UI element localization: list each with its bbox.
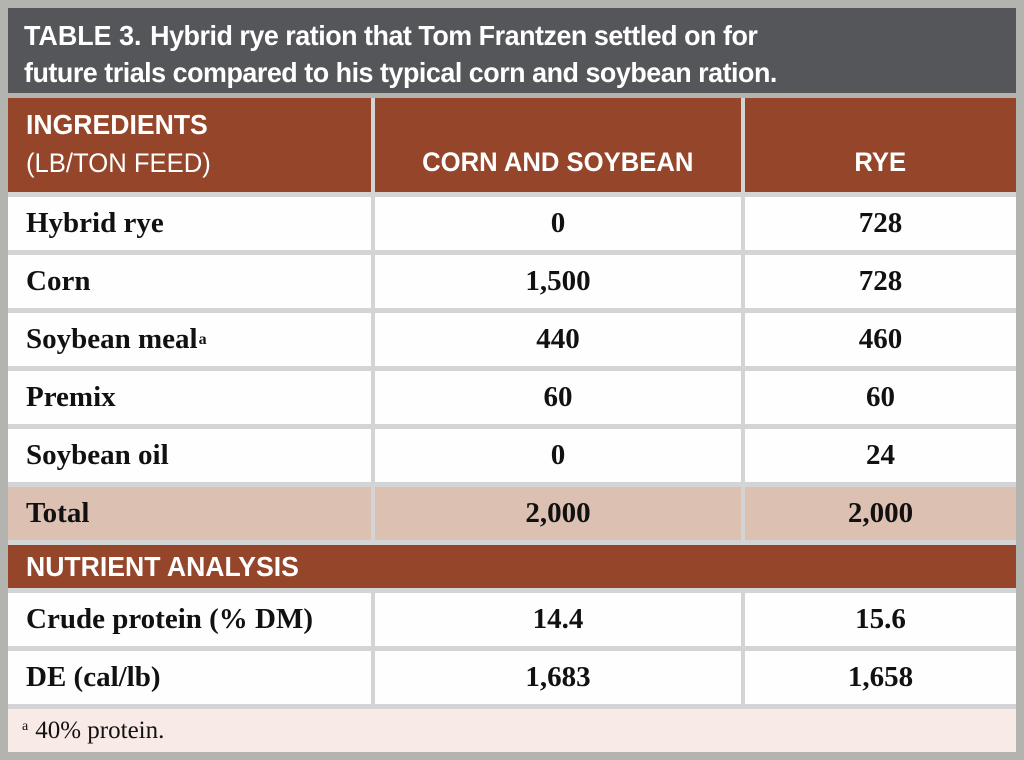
caption-line-1: TABLE 3. Hybrid rye ration that Tom Frant…	[24, 17, 961, 54]
row-crude-protein-corn-soybean: 14.4	[375, 593, 741, 646]
row-hybrid-rye-label: Hybrid rye	[8, 197, 371, 250]
row-premix-label: Premix	[8, 371, 371, 424]
row-corn-corn-soybean: 1,500	[375, 255, 741, 308]
header-corn-soybean: CORN AND SOYBEAN	[375, 98, 741, 192]
row-corn-label: Corn	[8, 255, 371, 308]
row-de-corn-soybean: 1,683	[375, 651, 741, 704]
section-header-text: NUTRIENT ANALYSIS	[26, 550, 299, 582]
row-hybrid-rye-corn-soybean: 0	[375, 197, 741, 250]
header-ingredients: INGREDIENTS (LB/TON FEED)	[8, 98, 371, 192]
row-premix-rye: 60	[745, 371, 1016, 424]
header-rye: RYE	[745, 98, 1016, 192]
header-ingredients-unit: (LB/TON FEED)	[26, 148, 365, 179]
header-ingredients-title: INGREDIENTS	[26, 109, 365, 141]
caption-text-1: Hybrid rye ration that Tom Frantzen sett…	[150, 19, 758, 51]
row-label-text: Soybean meal	[26, 323, 198, 355]
row-label-text: DE (cal/lb)	[26, 661, 161, 693]
row-label-text: Premix	[26, 381, 116, 413]
row-label-text: Total	[26, 497, 90, 529]
row-total-rye: 2,000	[745, 487, 1016, 540]
header-ingredients-unit-text: (LB/TON FEED)	[26, 148, 211, 178]
row-label-text: Crude protein (% DM)	[26, 603, 314, 635]
row-soybean-meal-rye: 460	[745, 313, 1016, 366]
ration-table: INGREDIENTS (LB/TON FEED) CORN AND SOYBE…	[8, 98, 1016, 752]
header-rye-text: RYE	[854, 147, 907, 177]
header-ingredients-text: INGREDIENTS	[26, 109, 208, 140]
row-total-corn-soybean: 2,000	[375, 487, 741, 540]
row-total-label: Total	[8, 487, 371, 540]
row-label-text: Hybrid rye	[26, 207, 164, 239]
footnote-text: 40% protein.	[35, 716, 165, 744]
row-soybean-oil-corn-soybean: 0	[375, 429, 741, 482]
caption-line-2: future trials compared to his typical co…	[24, 54, 961, 91]
row-crude-protein-label: Crude protein (% DM)	[8, 593, 371, 646]
table-caption: TABLE 3. Hybrid rye ration that Tom Frant…	[8, 8, 1016, 93]
row-label-text: Corn	[26, 265, 91, 297]
footnote: a 40% protein.	[8, 709, 1016, 752]
row-soybean-meal-label: Soybean meal a	[8, 313, 371, 366]
row-premix-corn-soybean: 60	[375, 371, 741, 424]
row-soybean-meal-corn-soybean: 440	[375, 313, 741, 366]
row-de-rye: 1,658	[745, 651, 1016, 704]
header-corn-soybean-text: CORN AND SOYBEAN	[422, 147, 694, 177]
row-crude-protein-rye: 15.6	[745, 593, 1016, 646]
table-number-label: TABLE 3.	[24, 19, 142, 51]
row-hybrid-rye-rye: 728	[745, 197, 1016, 250]
row-corn-rye: 728	[745, 255, 1016, 308]
row-soybean-oil-label: Soybean oil	[8, 429, 371, 482]
row-label-text: Soybean oil	[26, 439, 169, 471]
row-de-label: DE (cal/lb)	[8, 651, 371, 704]
caption-text-2: future trials compared to his typical co…	[24, 56, 777, 88]
section-header-nutrient-analysis: NUTRIENT ANALYSIS	[8, 545, 1016, 588]
row-soybean-oil-rye: 24	[745, 429, 1016, 482]
